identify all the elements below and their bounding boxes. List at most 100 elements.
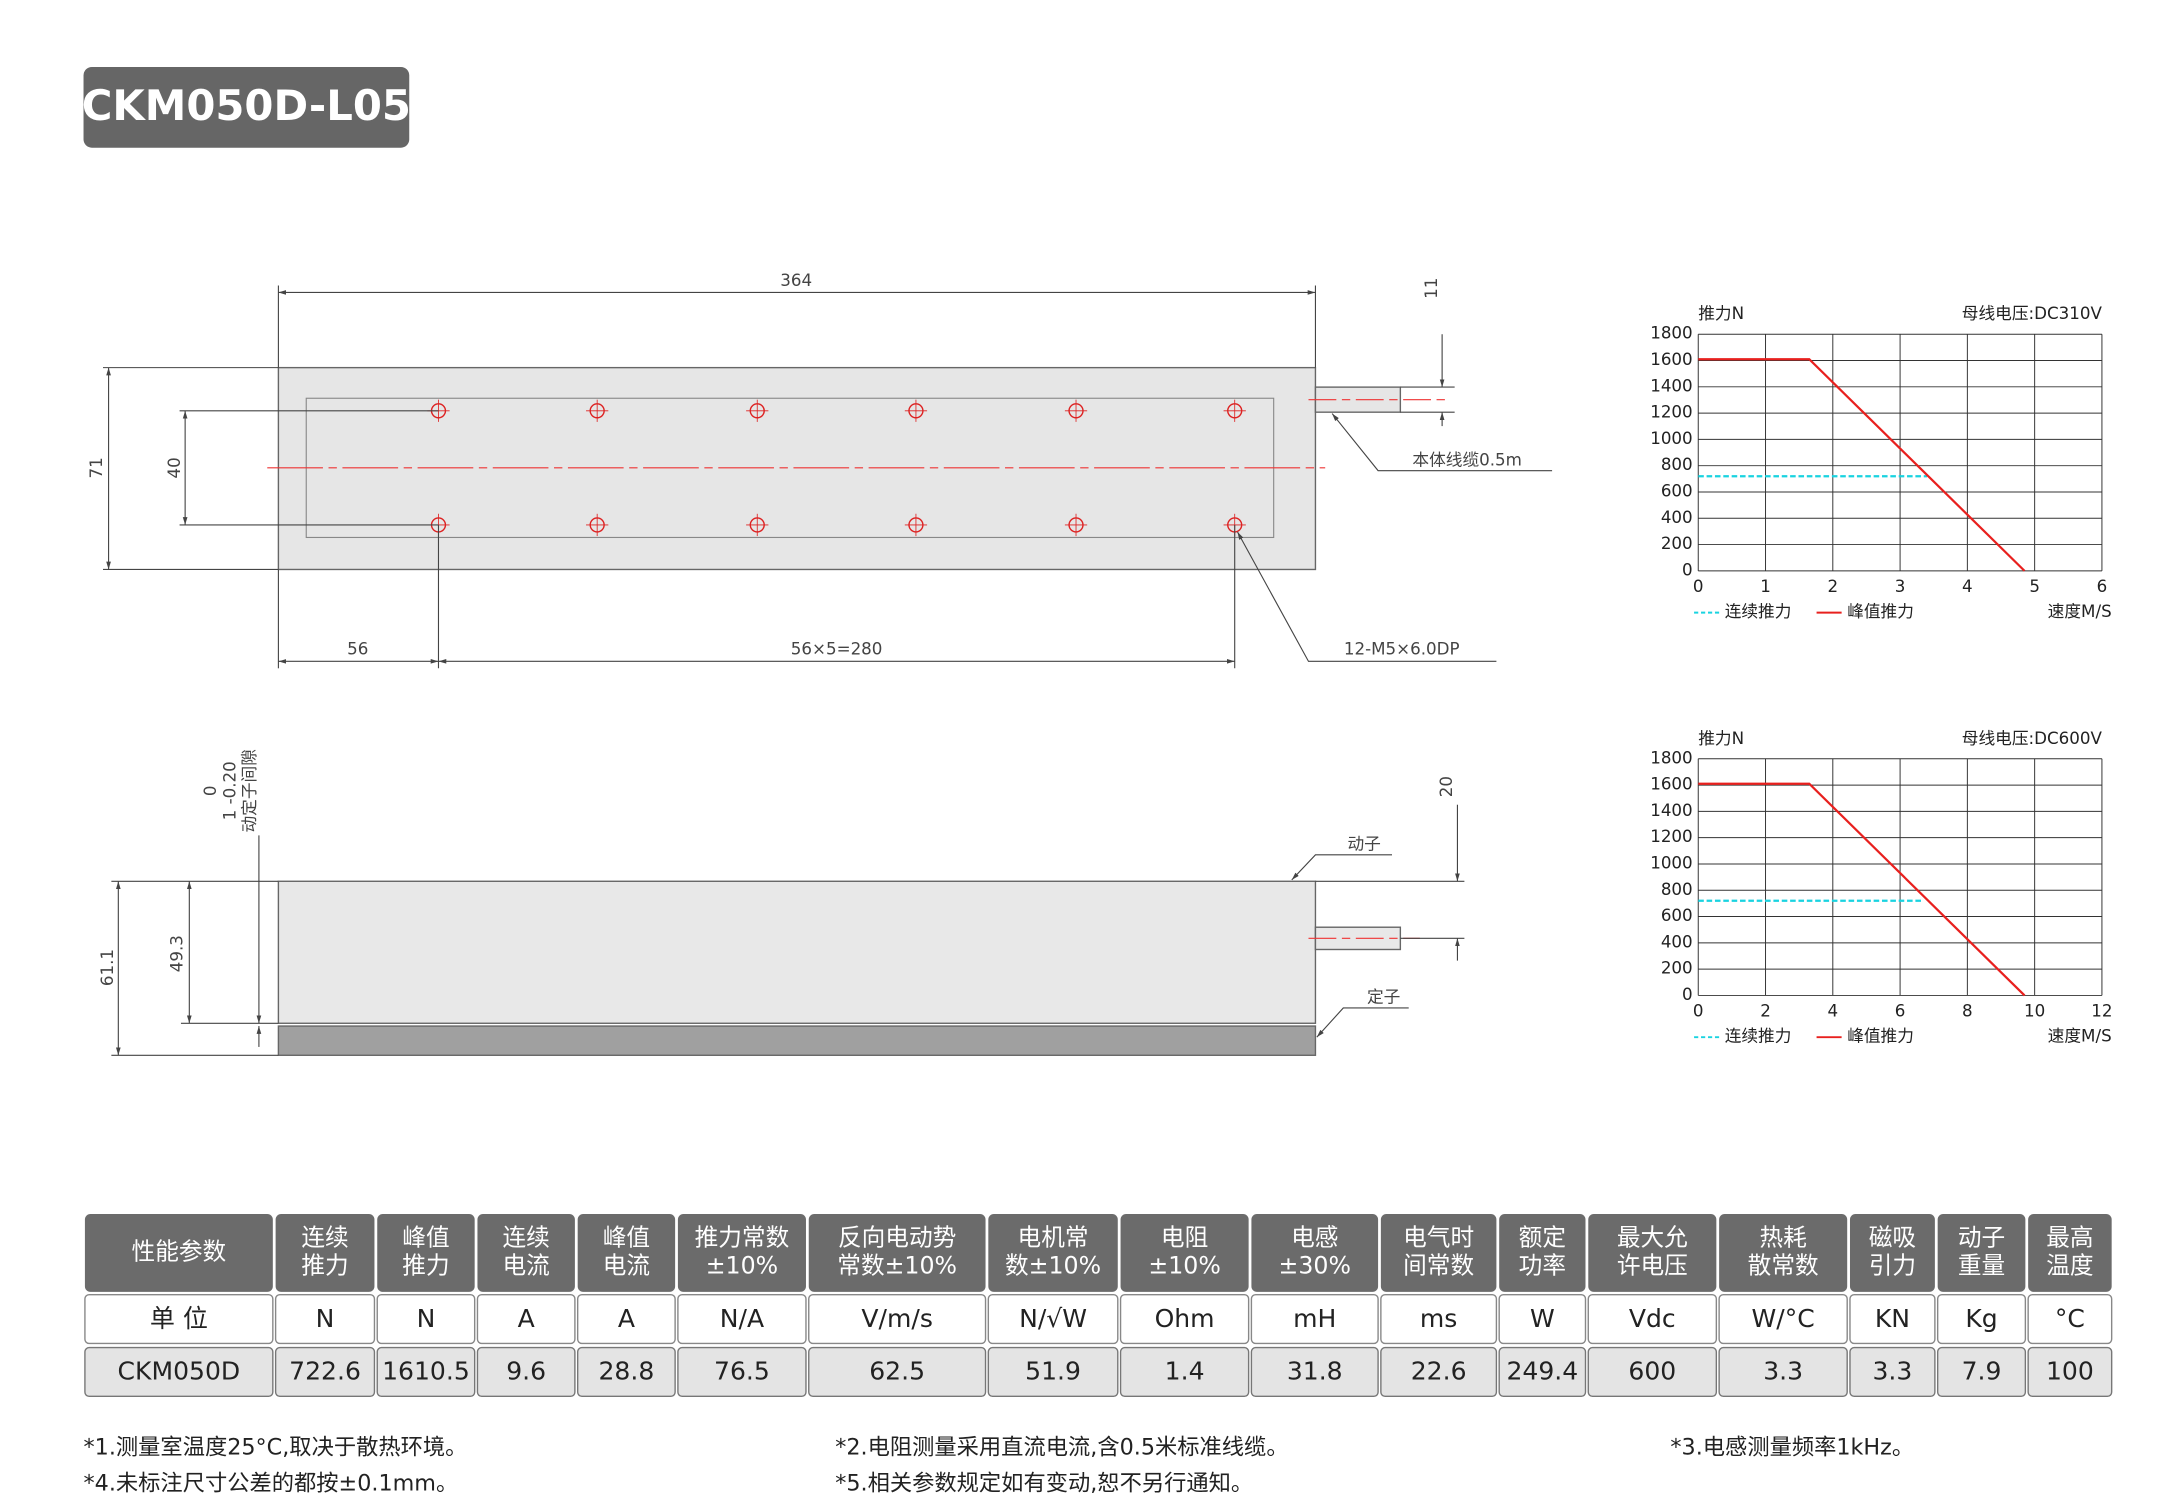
y-tick-label: 600: [1661, 480, 1693, 500]
header-text: 峰值: [402, 1224, 449, 1252]
header-text: 引力: [1869, 1251, 1916, 1279]
data-text: 22.6: [1411, 1357, 1467, 1386]
header-text: 额定: [1519, 1224, 1566, 1252]
header-text: 常数±10%: [837, 1251, 957, 1279]
header-text: 电机常: [1018, 1224, 1089, 1252]
y-tick-label: 1400: [1650, 375, 1692, 395]
y-tick-label: 800: [1661, 879, 1693, 899]
unit-text: 单 位: [150, 1304, 208, 1333]
unit-text: °C: [2055, 1304, 2085, 1333]
data-cell: [274, 1346, 376, 1398]
unit-text: N/A: [720, 1304, 764, 1333]
header-text: 连续: [503, 1224, 550, 1252]
unit-text: A: [618, 1304, 635, 1333]
data-cell: [1718, 1346, 1848, 1398]
header-cell: [275, 1213, 375, 1292]
header-text: 功率: [1519, 1251, 1566, 1279]
data-cell: [677, 1346, 807, 1398]
title: CKM050D-L05: [82, 81, 411, 130]
header-text: 重量: [1958, 1251, 2005, 1279]
unit-text: Vdc: [1629, 1304, 1676, 1333]
y-tick-label: 1000: [1650, 428, 1692, 448]
header-text: 许电压: [1617, 1251, 1688, 1279]
data-text: 3.3: [1763, 1357, 1803, 1386]
data-text: 1.4: [1165, 1357, 1205, 1386]
unit-cell: [808, 1294, 987, 1345]
x-tick-label: 2: [1827, 576, 1838, 596]
unit-text: Kg: [1965, 1304, 1997, 1333]
data-cell: [808, 1346, 987, 1398]
y-tick-label: 1600: [1650, 349, 1692, 369]
header-cell: [2028, 1213, 2112, 1292]
header-cell: [1849, 1213, 1935, 1292]
note: *3.电感测量频率1kHz。: [1670, 1434, 1914, 1460]
header-text: 磁吸: [1869, 1224, 1916, 1252]
data-cell: [1849, 1346, 1936, 1398]
unit-cell: [476, 1294, 576, 1345]
data-text: 100: [2046, 1357, 2094, 1386]
dim-cable-offset: 20: [1436, 776, 1456, 797]
data-text: 51.9: [1025, 1357, 1081, 1386]
unit-text: V/m/s: [861, 1304, 932, 1333]
unit-cell: [84, 1294, 274, 1345]
header-cell: [808, 1213, 986, 1292]
y-tick-label: 1800: [1650, 323, 1692, 343]
dim-cable-offset: 11: [1421, 278, 1441, 299]
series-line: [1698, 358, 2026, 572]
header-text: 热耗: [1759, 1224, 1806, 1252]
unit-cell: [274, 1294, 376, 1345]
header-cell: [84, 1213, 273, 1292]
header-text: ±10%: [706, 1251, 778, 1279]
gap-label: 动定子间隙: [239, 749, 259, 833]
dim-mover-height: 49.3: [167, 935, 187, 972]
series-line: [1698, 782, 2026, 997]
legend-label: 峰值推力: [1847, 1026, 1914, 1046]
data-cell: [476, 1346, 576, 1398]
header-cell: [1937, 1213, 2026, 1292]
data-text: 28.8: [599, 1357, 655, 1386]
unit-cell: [987, 1294, 1119, 1345]
gap-upper: 0: [200, 785, 220, 796]
data-cell: [576, 1346, 676, 1398]
header-cell: [377, 1213, 475, 1292]
header-cell: [1499, 1213, 1586, 1292]
data-text: 722.6: [289, 1357, 361, 1386]
header-text: ±30%: [1279, 1251, 1351, 1279]
y-tick-label: 0: [1682, 559, 1693, 579]
unit-text: mH: [1293, 1304, 1336, 1333]
header-text: 推力: [301, 1251, 348, 1279]
unit-text: ms: [1420, 1304, 1457, 1333]
unit-text: N/√W: [1019, 1304, 1087, 1333]
data-cell: [987, 1346, 1119, 1398]
header-text: 电阻: [1161, 1224, 1208, 1252]
voltage-label: 母线电压:DC310V: [1962, 303, 2103, 323]
header-text: 电流: [603, 1251, 650, 1279]
unit-cell: [576, 1294, 676, 1345]
data-text: 249.4: [1506, 1357, 1578, 1386]
dim-length: 364: [780, 270, 812, 290]
header-text: 电气时: [1403, 1224, 1474, 1252]
data-text: 62.5: [869, 1357, 925, 1386]
data-cell: [1250, 1346, 1379, 1398]
unit-cell: [376, 1294, 476, 1345]
header-cell: [677, 1213, 806, 1292]
x-tick-label: 4: [1827, 1001, 1838, 1021]
x-tick-label: 5: [2029, 576, 2040, 596]
header-text: 数±10%: [1005, 1251, 1101, 1279]
data-text: 9.6: [506, 1357, 546, 1386]
x-tick-label: 12: [2091, 1001, 2112, 1021]
unit-cell: [1587, 1294, 1718, 1345]
unit-text: W/°C: [1752, 1304, 1815, 1333]
unit-cell: [1380, 1294, 1498, 1345]
unit-cell: [1250, 1294, 1379, 1345]
unit-cell: [677, 1294, 807, 1345]
data-cell: [1380, 1346, 1498, 1398]
dim-hole-pitch: 56×5=280: [791, 639, 883, 659]
unit-cell: [2027, 1294, 2113, 1345]
y-tick-label: 400: [1661, 507, 1693, 527]
header-cell: [1251, 1213, 1379, 1292]
y-tick-label: 200: [1661, 958, 1693, 978]
x-tick-label: 0: [1693, 576, 1704, 596]
